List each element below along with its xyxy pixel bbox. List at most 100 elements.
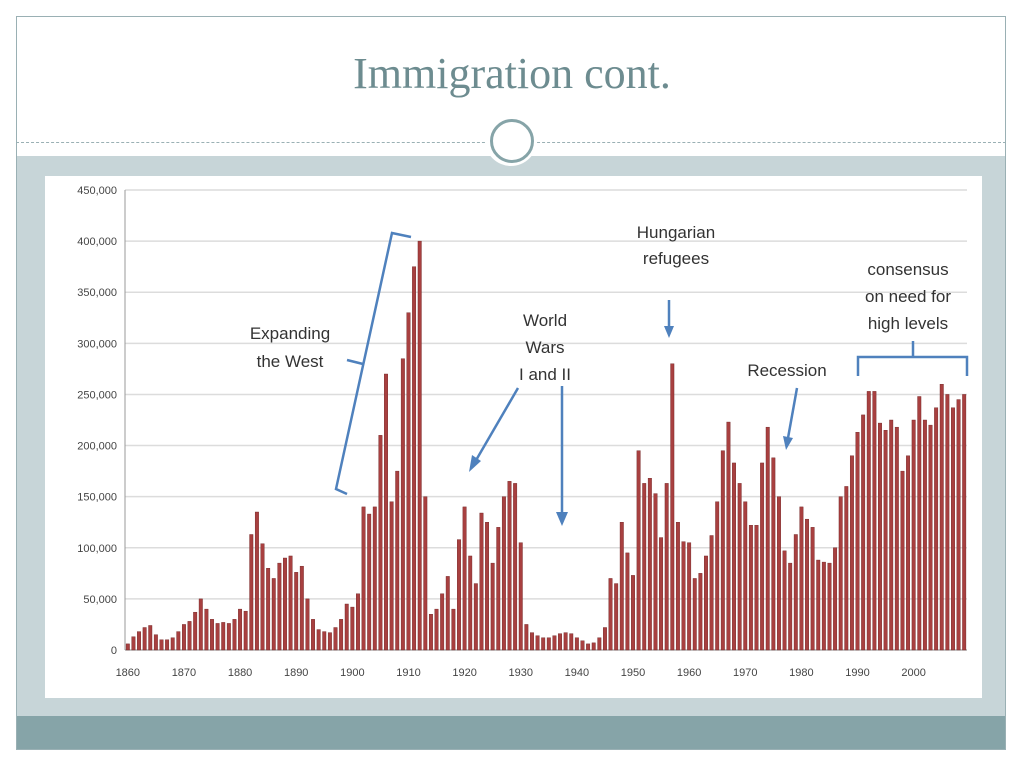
bar-1907 bbox=[389, 501, 394, 651]
bar-1976 bbox=[777, 496, 781, 651]
y-tick-label: 150,000 bbox=[77, 492, 117, 504]
x-tick-label: 1900 bbox=[340, 667, 364, 679]
slide-title: Immigration cont. bbox=[353, 49, 671, 98]
annotation-recession: Recession bbox=[747, 361, 826, 380]
world-wars-arrow-left-head bbox=[469, 455, 481, 472]
x-tick-label: 1950 bbox=[621, 667, 645, 679]
bar-1947 bbox=[614, 583, 619, 651]
world-wars-arrow-down-head bbox=[556, 512, 568, 526]
bar-1933 bbox=[535, 635, 540, 651]
annotations: Expanding the West World Wars I and II H… bbox=[250, 223, 969, 526]
expanding-west-bracket bbox=[346, 358, 364, 366]
y-tick-label: 0 bbox=[111, 645, 117, 657]
x-tick-label: 1930 bbox=[508, 667, 532, 679]
bar-1995 bbox=[883, 430, 888, 651]
bar-1904 bbox=[372, 506, 377, 651]
world-wars-arrow-left bbox=[473, 387, 520, 463]
bar-1975 bbox=[771, 457, 776, 651]
bar-1913 bbox=[423, 496, 428, 651]
x-axis-ticks: 1860 1870 1880 1890 1900 1910 1920 1930 1940 1950… bbox=[116, 667, 926, 679]
bar-1955 bbox=[659, 537, 664, 651]
bar-1900 bbox=[350, 606, 355, 651]
bar-1926 bbox=[496, 527, 501, 651]
bar-1932 bbox=[530, 632, 534, 651]
bar-1894 bbox=[316, 629, 321, 651]
bar-1963 bbox=[704, 555, 708, 651]
bar-1908 bbox=[395, 470, 400, 651]
bar-1881 bbox=[243, 610, 248, 651]
bar-1939 bbox=[569, 633, 574, 651]
bar-1879 bbox=[232, 619, 237, 651]
circle-ornament-icon bbox=[485, 114, 537, 166]
bar-1928 bbox=[507, 481, 512, 651]
bar-1871 bbox=[187, 621, 192, 651]
bar-1953 bbox=[647, 478, 652, 651]
bar-1914 bbox=[428, 614, 433, 651]
bar-1996 bbox=[889, 419, 894, 651]
bar-1966 bbox=[720, 450, 725, 651]
bar-1956 bbox=[664, 483, 669, 651]
bar-1910 bbox=[406, 312, 411, 651]
bar-1886 bbox=[271, 578, 276, 651]
chart-canvas: 0 50,000 100,000 150,000 200,000 250,000 300,0… bbox=[77, 185, 969, 679]
bar-1892 bbox=[305, 598, 310, 651]
bar-1889 bbox=[288, 555, 293, 651]
bar-1948 bbox=[619, 522, 624, 651]
annotation-hungarian-line1: Hungarian bbox=[637, 223, 715, 242]
bar-1864 bbox=[148, 625, 153, 651]
bar-1918 bbox=[451, 608, 456, 651]
bar-1920 bbox=[462, 506, 467, 651]
bar-1898 bbox=[339, 619, 344, 651]
bar-1969 bbox=[737, 483, 742, 651]
bar-1860 bbox=[125, 643, 130, 651]
bar-1882 bbox=[249, 534, 254, 651]
x-tick-label: 1890 bbox=[284, 667, 308, 679]
bar-1922 bbox=[473, 583, 478, 651]
bar-1937 bbox=[558, 633, 562, 651]
annotation-world-wars-line1: World bbox=[523, 311, 567, 330]
x-tick-label: 1970 bbox=[733, 667, 757, 679]
bar-1977 bbox=[782, 550, 787, 651]
bar-1980 bbox=[799, 506, 804, 651]
bar-1919 bbox=[457, 539, 461, 651]
bar-1935 bbox=[546, 637, 551, 651]
annotation-consensus-line3: high levels bbox=[868, 314, 948, 333]
bar-1870 bbox=[181, 624, 186, 651]
bar-1924 bbox=[485, 522, 490, 651]
bar-1916 bbox=[440, 593, 445, 651]
bar-1888 bbox=[283, 557, 287, 651]
bar-1875 bbox=[210, 619, 214, 651]
bar-2003 bbox=[928, 424, 933, 651]
bar-1902 bbox=[361, 506, 366, 651]
bar-1915 bbox=[434, 608, 439, 651]
annotation-expanding-west-line1: Expanding bbox=[250, 324, 330, 343]
bar-1899 bbox=[344, 603, 349, 651]
bar-1943 bbox=[591, 642, 596, 651]
y-axis-ticks: 0 50,000 100,000 150,000 200,000 250,000 300,0… bbox=[77, 185, 117, 657]
bar-1979 bbox=[793, 534, 798, 651]
x-tick-label: 1980 bbox=[789, 667, 813, 679]
bar-1978 bbox=[788, 562, 793, 651]
circle-ornament-ring bbox=[490, 119, 534, 163]
bar-1878 bbox=[226, 623, 231, 651]
bar-1921 bbox=[468, 555, 473, 651]
bar-1951 bbox=[636, 450, 641, 651]
bar-1949 bbox=[625, 552, 630, 651]
bar-1991 bbox=[861, 414, 866, 651]
x-tick-label: 1860 bbox=[116, 667, 140, 679]
bar-1988 bbox=[844, 486, 849, 651]
bar-2009 bbox=[962, 394, 967, 651]
bar-1906 bbox=[384, 373, 388, 651]
bar-1909 bbox=[400, 358, 405, 651]
footer-band bbox=[17, 716, 1005, 749]
x-tick-label: 1880 bbox=[228, 667, 252, 679]
bar-1911 bbox=[412, 266, 417, 651]
bar-1934 bbox=[541, 637, 546, 651]
bar-1876 bbox=[215, 623, 220, 651]
bar-1880 bbox=[238, 608, 243, 651]
bar-1873 bbox=[198, 598, 203, 651]
bar-1999 bbox=[906, 455, 911, 651]
x-tick-label: 1870 bbox=[172, 667, 196, 679]
hungarian-arrow-head bbox=[664, 326, 674, 338]
bar-1944 bbox=[597, 637, 602, 651]
